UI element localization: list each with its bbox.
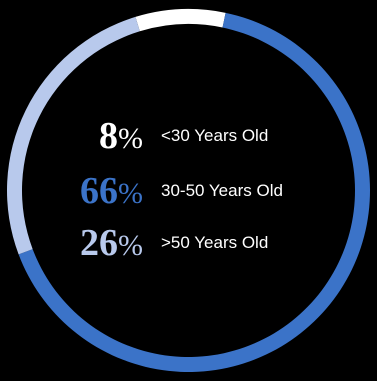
segment-over-50 xyxy=(6,16,140,255)
value-over-50: 26 xyxy=(80,222,118,264)
percent-sign: % xyxy=(118,229,143,262)
percent-over-50: 26% xyxy=(80,223,143,266)
percent-under-30: 8% xyxy=(99,116,143,159)
value-under-30: 8 xyxy=(99,115,118,157)
legend-row-under-30: 8% <30 Years Old xyxy=(0,116,377,156)
legend-row-30-50: 66% 30-50 Years Old xyxy=(0,171,377,211)
legend-row-over-50: 26% >50 Years Old xyxy=(0,223,377,263)
percent-sign: % xyxy=(118,122,143,155)
segment-under-30 xyxy=(135,8,226,32)
percent-30-50: 66% xyxy=(80,171,143,214)
label-over-50: >50 Years Old xyxy=(161,233,269,252)
percent-sign: % xyxy=(118,177,143,210)
label-30-50: 30-50 Years Old xyxy=(161,181,283,200)
value-30-50: 66 xyxy=(80,170,118,212)
label-under-30: <30 Years Old xyxy=(161,126,269,145)
